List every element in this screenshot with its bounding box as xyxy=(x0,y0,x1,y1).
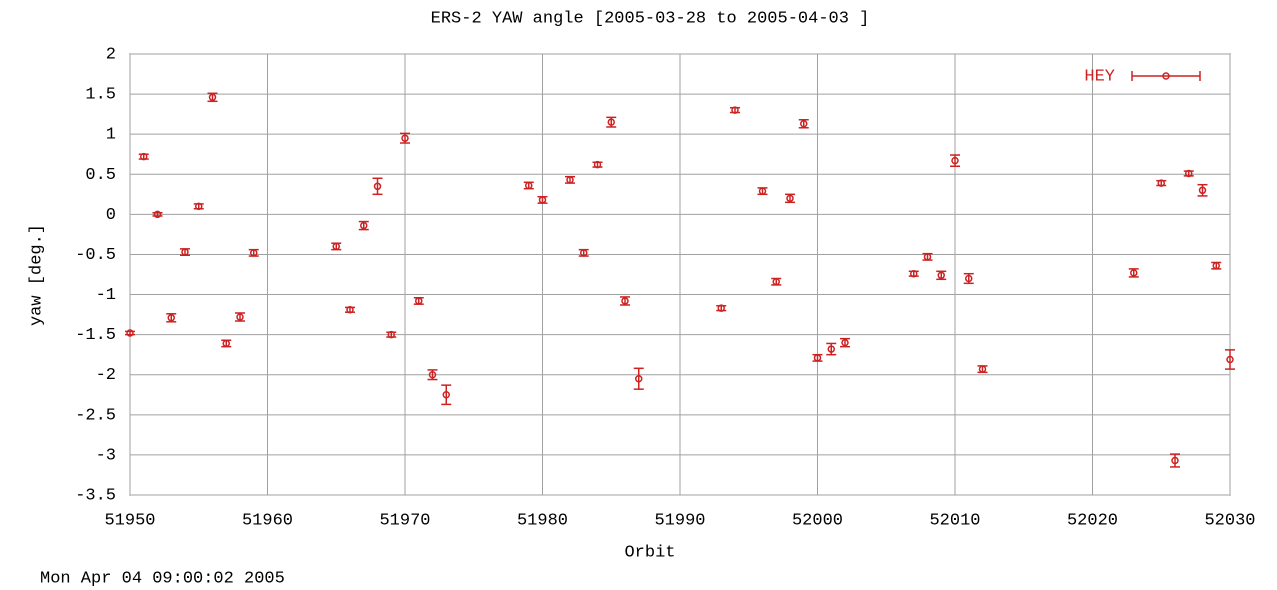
chart-title: ERS-2 YAW angle [2005-03-28 to 2005-04-0… xyxy=(431,9,870,28)
data-point xyxy=(786,194,794,203)
data-point xyxy=(813,354,822,362)
data-point xyxy=(910,269,918,278)
y-tick-label: -1.5 xyxy=(75,326,116,345)
data-point xyxy=(827,345,835,353)
data-point xyxy=(1130,269,1138,277)
data-point xyxy=(717,304,725,312)
data-point xyxy=(621,297,629,305)
data-point xyxy=(923,253,932,261)
data-point xyxy=(758,187,767,195)
legend-label: HEY xyxy=(1084,67,1115,86)
data-point xyxy=(580,249,588,257)
y-axis-label: yaw [deg.] xyxy=(27,224,46,326)
data-point xyxy=(937,271,945,280)
data-point xyxy=(566,176,574,184)
data-point xyxy=(222,339,230,348)
data-point xyxy=(635,374,643,383)
y-tick-label: 1.5 xyxy=(85,86,116,105)
legend-swatch xyxy=(1162,72,1170,80)
y-tick-label: 0 xyxy=(106,206,116,225)
data-point xyxy=(167,314,175,322)
data-point xyxy=(607,118,615,126)
data-point xyxy=(1212,261,1220,270)
x-tick-label: 52010 xyxy=(929,511,980,530)
y-tick-label: 2 xyxy=(106,45,116,64)
data-point xyxy=(360,221,368,230)
data-point xyxy=(387,330,395,339)
y-tick-label: -2.5 xyxy=(75,406,116,425)
x-tick-label: 51980 xyxy=(517,511,568,530)
data-point xyxy=(401,134,409,142)
timestamp: Mon Apr 04 09:00:02 2005 xyxy=(40,569,285,588)
data-point xyxy=(236,313,244,321)
data-point xyxy=(593,160,602,169)
x-tick-label: 52030 xyxy=(1204,511,1255,530)
x-tick-label: 51950 xyxy=(104,511,155,530)
x-tick-label: 51990 xyxy=(654,511,705,530)
data-point xyxy=(1185,169,1193,178)
y-tick-label: -0.5 xyxy=(75,246,116,265)
data-point xyxy=(373,182,382,191)
data-point xyxy=(181,248,189,256)
y-tick-label: -3 xyxy=(96,446,116,465)
data-point xyxy=(442,391,450,399)
data-point xyxy=(772,277,780,286)
data-point xyxy=(415,297,423,305)
data-point xyxy=(126,329,134,337)
data-point xyxy=(153,210,162,219)
data-point xyxy=(978,365,987,373)
data-point xyxy=(525,181,533,190)
data-point xyxy=(428,370,437,379)
data-point xyxy=(1171,456,1179,465)
y-tick-label: -1 xyxy=(96,286,116,305)
data-point xyxy=(951,156,959,165)
x-tick-label: 51970 xyxy=(379,511,430,530)
data-point xyxy=(1198,186,1207,195)
data-point xyxy=(538,196,547,204)
data-point xyxy=(250,249,258,257)
y-tick-label: -3.5 xyxy=(75,486,116,505)
data-point xyxy=(208,93,217,102)
x-tick-label: 52020 xyxy=(1067,511,1118,530)
data-point xyxy=(841,338,849,347)
x-tick-label: 51960 xyxy=(242,511,293,530)
y-tick-label: 1 xyxy=(106,126,116,145)
data-point xyxy=(346,306,354,314)
data-point xyxy=(195,202,203,211)
data-point xyxy=(731,106,739,114)
x-axis-label: Orbit xyxy=(624,543,675,562)
data-point xyxy=(1157,179,1165,187)
data-point xyxy=(1226,355,1234,364)
data-point xyxy=(332,242,340,251)
data-point xyxy=(965,274,973,283)
x-tick-label: 52000 xyxy=(792,511,843,530)
y-tick-label: 0.5 xyxy=(85,166,116,185)
data-point xyxy=(140,152,148,161)
data-point xyxy=(800,120,808,128)
y-tick-label: -2 xyxy=(96,366,116,385)
